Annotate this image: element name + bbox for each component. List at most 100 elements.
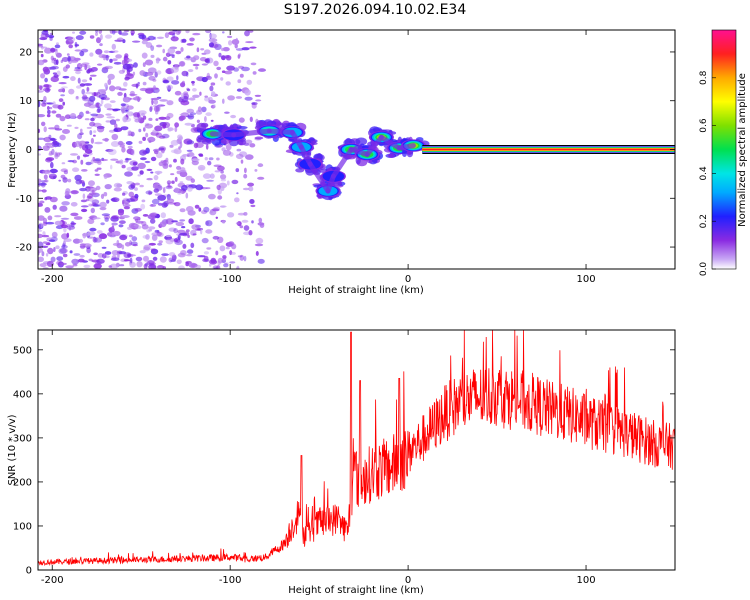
noise-speck	[234, 43, 238, 49]
noise-speck	[49, 151, 53, 156]
noise-speck	[249, 46, 257, 49]
noise-speck	[155, 118, 159, 121]
noise-speck	[80, 199, 87, 203]
noise-speck	[234, 197, 240, 203]
noise-speck	[165, 238, 174, 245]
noise-speck	[148, 242, 156, 246]
noise-speck	[62, 129, 70, 134]
noise-speck	[239, 73, 244, 78]
noise-speck	[208, 157, 214, 161]
noise-speck	[166, 76, 174, 82]
noise-speck	[52, 101, 56, 106]
noise-speck	[241, 66, 250, 72]
noise-speck	[134, 118, 141, 123]
noise-speck	[148, 117, 153, 121]
noise-speck	[96, 258, 105, 264]
noise-speck	[139, 250, 146, 254]
noise-speck	[197, 255, 206, 258]
noise-speck	[205, 75, 212, 80]
noise-speck	[190, 178, 195, 183]
noise-speck	[255, 251, 259, 256]
noise-speck	[53, 74, 59, 78]
colorbar-gradient	[712, 30, 736, 269]
noise-speck	[230, 251, 236, 255]
noise-speck	[138, 140, 143, 144]
noise-speck	[205, 112, 212, 117]
noise-speck	[118, 251, 127, 255]
noise-speck	[166, 100, 174, 106]
noise-speck	[111, 222, 118, 226]
noise-speck	[64, 114, 72, 119]
noise-speck	[67, 36, 76, 42]
noise-speck	[243, 255, 247, 262]
noise-speck	[94, 169, 99, 172]
noise-speck	[48, 173, 56, 176]
noise-speck	[150, 54, 155, 59]
noise-speck	[54, 220, 63, 226]
noise-speck	[38, 59, 45, 66]
noise-speck	[170, 66, 179, 73]
noise-speck	[174, 176, 178, 182]
noise-speck	[97, 89, 107, 92]
noise-speck	[200, 48, 205, 51]
noise-speck	[93, 263, 102, 269]
noise-speck	[229, 261, 236, 264]
noise-speck	[67, 160, 75, 163]
noise-speck	[158, 104, 161, 108]
noise-speck	[82, 94, 88, 100]
noise-speck	[80, 159, 84, 165]
noise-speck	[225, 55, 232, 61]
noise-speck	[44, 179, 49, 183]
noise-speck	[38, 85, 44, 89]
noise-speck	[210, 104, 216, 109]
noise-speck	[166, 84, 174, 90]
noise-speck	[150, 45, 155, 51]
noise-speck	[146, 168, 153, 171]
noise-speck	[134, 193, 139, 199]
noise-speck	[121, 146, 126, 153]
noise-speck	[73, 253, 81, 256]
noise-speck	[89, 52, 94, 57]
noise-speck	[63, 170, 68, 175]
noise-speck	[144, 262, 148, 267]
noise-speck	[156, 213, 160, 219]
noise-speck	[142, 136, 147, 141]
noise-speck	[96, 167, 102, 170]
x-tick-label: 100	[576, 274, 595, 285]
noise-speck	[61, 233, 69, 240]
noise-speck	[203, 206, 210, 213]
y-tick-label: -20	[16, 243, 32, 254]
colorbar-label: Normalized spectral amplitude	[737, 73, 748, 227]
noise-speck	[259, 223, 265, 228]
noise-speck	[81, 79, 88, 83]
noise-speck	[58, 88, 63, 93]
noise-speck	[239, 225, 244, 229]
y-tick-label: 100	[13, 521, 32, 532]
noise-speck	[235, 153, 244, 160]
noise-speck	[74, 44, 80, 47]
noise-speck	[81, 48, 89, 53]
noise-speck	[179, 219, 186, 222]
noise-speck	[216, 66, 222, 71]
noise-speck	[251, 220, 254, 224]
noise-speck	[170, 139, 179, 146]
noise-speck	[39, 200, 45, 204]
snr-panel: -200 -100 0 100 0 100 200 300 400 500 Height of …	[7, 329, 676, 596]
noise-speck	[44, 47, 53, 54]
noise-speck	[65, 64, 71, 69]
noise-speck	[220, 77, 224, 81]
noise-speck	[133, 224, 140, 227]
noise-speck	[123, 206, 130, 210]
noise-speck	[141, 40, 148, 45]
noise-speck	[185, 254, 193, 257]
noise-speck	[126, 66, 133, 72]
noise-speck	[87, 231, 96, 236]
noise-speck	[107, 232, 115, 238]
noise-speck	[66, 124, 72, 127]
noise-speck	[88, 187, 97, 193]
noise-speck	[82, 232, 87, 239]
noise-speck	[179, 232, 188, 236]
noise-speck	[62, 177, 68, 183]
noise-speck	[50, 161, 54, 169]
